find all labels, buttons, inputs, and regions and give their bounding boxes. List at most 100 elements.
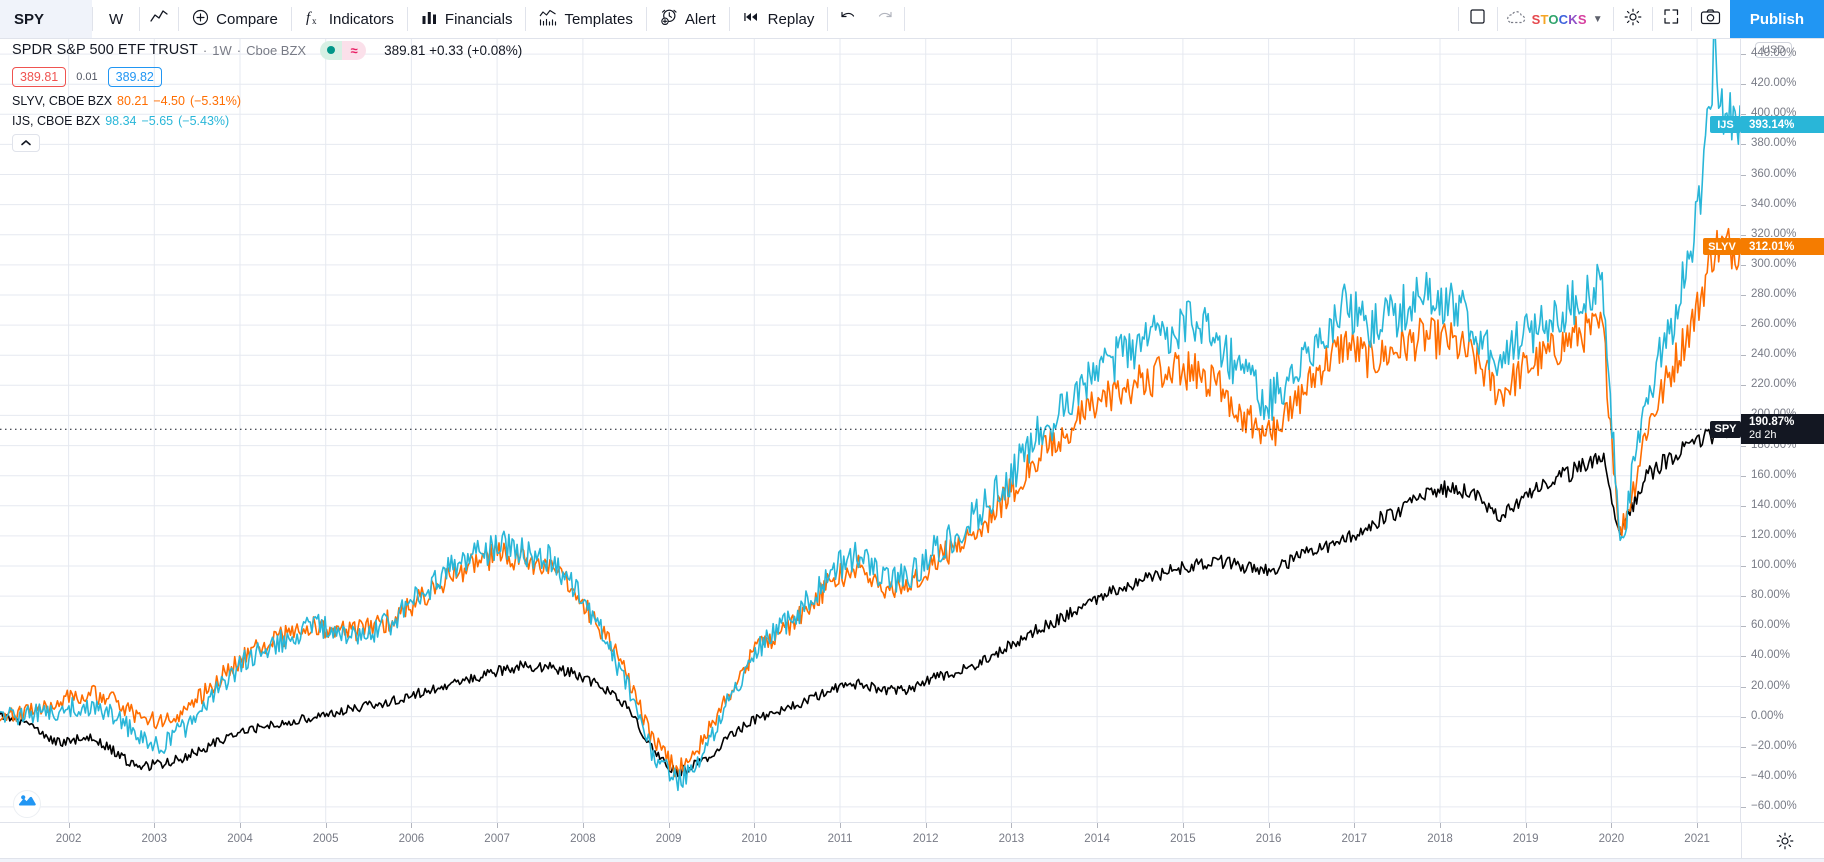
price-tick-mark [1741, 385, 1746, 387]
time-tick-mark [1525, 823, 1527, 828]
price-axis[interactable]: USD 440.00% 420.00% 400.00% 380.00% 360.00% 3… [1741, 39, 1824, 822]
price-tick-mark [1741, 84, 1746, 86]
price-marker-slyv[interactable]: 312.01% [1741, 238, 1824, 256]
price-tick-label: 140.00% [1751, 498, 1797, 511]
price-marker-spy[interactable]: 190.87% 2d 2h [1741, 414, 1824, 445]
chart-settings-button[interactable] [1614, 0, 1652, 38]
time-tick-label: 2004 [227, 833, 253, 845]
legend-bid-ask-row: 389.81 0.01 389.82 [12, 66, 522, 88]
time-tick-mark [497, 823, 499, 828]
time-tick-mark [1354, 823, 1356, 828]
time-tick-mark [154, 823, 156, 828]
ask-price[interactable]: 389.82 [107, 67, 162, 87]
price-tick-mark [1741, 234, 1746, 236]
time-tick-mark [1011, 823, 1013, 828]
legend-series-slyv[interactable]: SLYV, CBOE BZX 80.21 −4.50 (−5.31%) [12, 94, 522, 108]
series-change-ijs: −5.65 [141, 114, 174, 128]
toolbar-divider [178, 7, 180, 31]
time-tick-mark [411, 823, 413, 828]
legend-collapse-button[interactable] [12, 134, 40, 152]
financials-button[interactable]: Financials [408, 0, 526, 38]
price-tick-mark [1741, 355, 1746, 357]
price-tick-label: 280.00% [1751, 288, 1797, 300]
templates-icon [539, 9, 557, 30]
time-tick-label: 2021 [1684, 833, 1710, 845]
tradingview-logo[interactable] [13, 790, 41, 818]
replay-button[interactable]: Replay [730, 0, 828, 38]
svg-text:x: x [312, 16, 317, 26]
price-tick-mark [1741, 325, 1746, 327]
price-tick-label: −60.00% [1751, 799, 1797, 812]
series-tag-ijs[interactable]: IJS [1710, 116, 1741, 134]
price-tick-label: 20.00% [1751, 679, 1791, 692]
legend-interval[interactable]: 1W [212, 42, 232, 58]
compare-button[interactable]: Compare [179, 0, 291, 38]
financials-label: Financials [444, 10, 513, 28]
layout-button[interactable] [1459, 0, 1497, 38]
toolbar-divider [904, 7, 906, 31]
watchlist-selector[interactable]: STOCKS ▼ [1498, 0, 1613, 38]
price-tick-label: 240.00% [1751, 348, 1797, 361]
chart-style-button[interactable] [140, 0, 178, 38]
spread-value: 0.01 [76, 71, 98, 83]
price-marker-value: 312.01% [1749, 240, 1795, 253]
price-tick-mark [1741, 656, 1746, 658]
snapshot-button[interactable] [1692, 0, 1730, 38]
currency-badge[interactable]: USD [1755, 42, 1793, 58]
redo-button[interactable] [866, 0, 904, 38]
price-marker-ijs[interactable]: 393.14% [1741, 116, 1824, 134]
interval-button[interactable]: W [93, 0, 139, 38]
redo-icon [876, 7, 895, 31]
undo-button[interactable] [828, 0, 866, 38]
price-tick-mark [1741, 204, 1746, 206]
legend-symbol-title[interactable]: SPDR S&P 500 ETF TRUST [12, 42, 198, 58]
price-tick-label: 300.00% [1751, 257, 1797, 270]
legend-main-row: SPDR S&P 500 ETF TRUST · 1W · Cboe BZX ≈… [12, 40, 522, 60]
time-tick-label: 2010 [741, 833, 768, 845]
toolbar-divider [92, 7, 93, 31]
time-tick-mark [1697, 823, 1699, 828]
price-tick-label: 260.00% [1751, 318, 1797, 331]
interval-label: W [109, 10, 124, 28]
market-status-badge[interactable]: ≈ [320, 40, 367, 60]
time-axis[interactable]: 2002 2003 2004 2005 2006 2007 2008 2009 2010 2011… [0, 822, 1824, 862]
chevron-up-icon [20, 134, 32, 152]
time-tick-label: 2008 [570, 833, 596, 845]
price-tick-mark [1741, 596, 1746, 598]
legend-series-ijs[interactable]: IJS, CBOE BZX 98.34 −5.65 (−5.43%) [12, 114, 522, 128]
bid-price[interactable]: 389.81 [12, 67, 67, 87]
series-tag-spy[interactable]: SPY [1710, 420, 1741, 438]
chart-gridlines [0, 39, 1740, 822]
price-tick-mark [1741, 806, 1746, 808]
toolbar-divider [827, 7, 829, 31]
price-marker-value: 393.14% [1749, 118, 1795, 131]
price-tick-label: −40.00% [1751, 769, 1797, 782]
time-tick-label: 2007 [484, 833, 510, 845]
price-tick-label: 0.00% [1751, 709, 1784, 722]
camera-icon [1700, 8, 1721, 31]
tradingview-logo-icon [18, 794, 37, 814]
time-axis-divider [1741, 823, 1742, 862]
templates-button[interactable]: Templates [526, 0, 645, 38]
alert-button[interactable]: Alert [647, 0, 729, 38]
series-value-slyv: 80.21 [117, 94, 149, 108]
fullscreen-button[interactable] [1653, 0, 1691, 38]
chart-canvas[interactable] [0, 39, 1740, 822]
symbol-search-button[interactable]: SPY [0, 0, 92, 38]
single-layout-icon [1468, 7, 1487, 31]
symbol-label: SPY [14, 10, 45, 28]
time-axis-settings-button[interactable] [1775, 831, 1795, 856]
series-tag-slyv[interactable]: SLYV [1703, 238, 1741, 256]
price-tick-mark [1741, 746, 1746, 748]
publish-button[interactable]: Publish [1729, 0, 1824, 38]
replay-rewind-icon [743, 10, 761, 28]
series-changepct-slyv: (−5.31%) [189, 94, 242, 108]
chevron-down-icon: ▼ [1592, 13, 1603, 25]
price-tick-label: 160.00% [1751, 468, 1797, 481]
price-tick-label: 320.00% [1751, 227, 1797, 240]
time-tick-label: 2006 [398, 833, 425, 845]
